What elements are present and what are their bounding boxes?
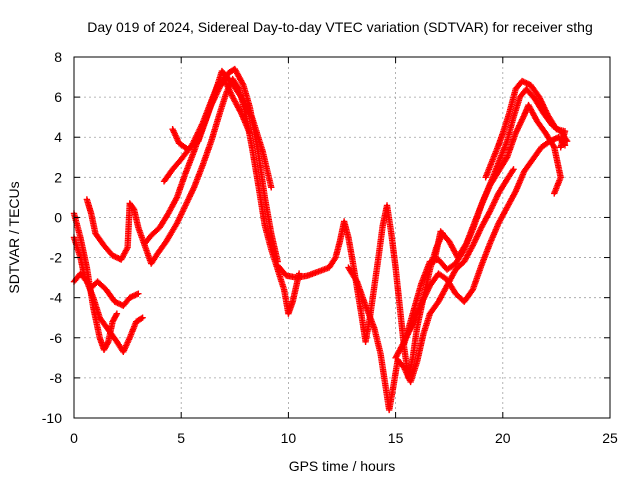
- y-tick-label: -10: [42, 410, 62, 426]
- data-point: [268, 184, 275, 191]
- data-point: [551, 190, 558, 197]
- series-track-9: [345, 166, 517, 414]
- data-point: [503, 155, 510, 162]
- data-point: [550, 142, 557, 150]
- x-tick-label: 0: [70, 430, 78, 446]
- data-point: [104, 339, 111, 347]
- x-axis-label: GPS time / hours: [289, 458, 396, 474]
- data-markers: [70, 65, 571, 414]
- data-point: [331, 255, 338, 263]
- series-track-4: [83, 75, 303, 317]
- data-point: [113, 310, 121, 317]
- data-point: [135, 290, 142, 297]
- x-tick-label: 15: [388, 430, 404, 446]
- y-tick-label: 6: [54, 89, 62, 105]
- x-tick-label: 20: [495, 430, 511, 446]
- data-point: [352, 277, 360, 284]
- y-tick-label: 4: [54, 129, 62, 145]
- data-point: [246, 130, 254, 137]
- y-tick-label: 8: [54, 49, 62, 65]
- data-point: [509, 167, 516, 174]
- y-tick-label: -2: [50, 250, 63, 266]
- x-tick-label: 5: [177, 430, 185, 446]
- y-tick-label: 2: [54, 169, 62, 185]
- chart-title: Day 019 of 2024, Sidereal Day-to-day VTE…: [87, 19, 593, 35]
- y-tick-label: 0: [54, 209, 62, 225]
- data-point: [138, 315, 145, 322]
- data-point: [557, 144, 564, 151]
- y-axis-label: SDTVAR / TECUs: [6, 181, 22, 293]
- data-point: [112, 311, 120, 319]
- series-track-10: [392, 134, 569, 362]
- data-point: [139, 314, 146, 321]
- y-tick-label: -4: [50, 290, 63, 306]
- series-track-7: [169, 67, 275, 191]
- plot-frame: [73, 56, 611, 419]
- series-track-3: [70, 270, 146, 356]
- data-point: [129, 205, 137, 212]
- y-tick-label: -8: [50, 370, 63, 386]
- x-tick-label: 10: [281, 430, 297, 446]
- y-tick-label: -6: [50, 330, 63, 346]
- series-track-12: [430, 85, 571, 265]
- x-tick-label: 25: [602, 430, 618, 446]
- data-point: [510, 166, 517, 173]
- series-track-13: [482, 77, 569, 181]
